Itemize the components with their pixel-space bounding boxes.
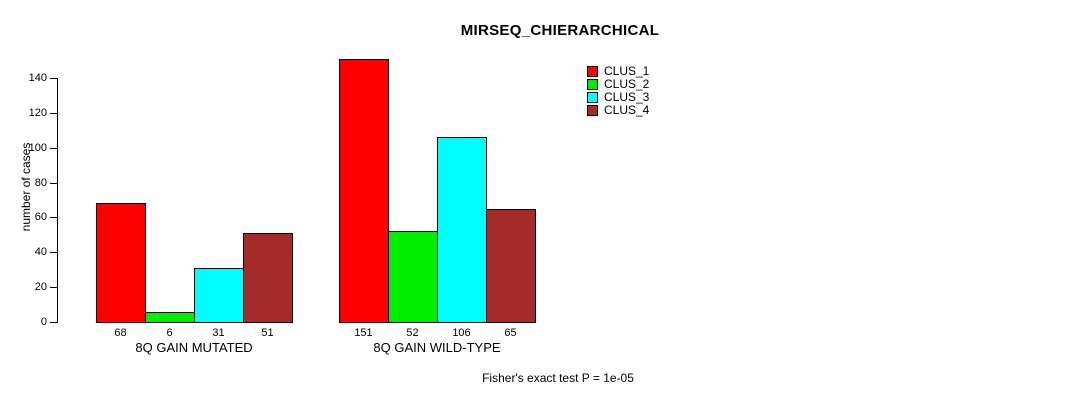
bar-value-label: 106 bbox=[452, 327, 471, 339]
bar bbox=[145, 312, 195, 323]
legend-label: CLUS_4 bbox=[604, 103, 650, 117]
legend-swatch bbox=[587, 92, 598, 103]
bar-value-label: 51 bbox=[261, 327, 274, 339]
x-group-label: 8Q GAIN MUTATED bbox=[135, 340, 253, 355]
y-tick bbox=[50, 217, 57, 218]
y-tick-label: 140 bbox=[28, 72, 47, 84]
bar-value-label: 31 bbox=[212, 327, 225, 339]
y-tick bbox=[50, 183, 57, 184]
y-tick bbox=[50, 252, 57, 253]
bar bbox=[486, 209, 536, 323]
y-tick-label: 20 bbox=[34, 281, 47, 293]
bar-value-label: 52 bbox=[406, 327, 419, 339]
bar bbox=[437, 137, 487, 323]
x-group-label: 8Q GAIN WILD-TYPE bbox=[373, 340, 501, 355]
bar bbox=[339, 59, 389, 323]
y-tick bbox=[50, 113, 57, 114]
bar bbox=[194, 268, 244, 323]
bar bbox=[243, 233, 293, 323]
y-tick-label: 100 bbox=[28, 142, 47, 154]
bar bbox=[96, 203, 146, 323]
legend-swatch bbox=[587, 105, 598, 116]
legend-label: CLUS_3 bbox=[604, 90, 650, 104]
chart-title: MIRSEQ_CHIERARCHICAL bbox=[460, 22, 660, 39]
y-axis-line bbox=[57, 78, 58, 323]
bar-value-label: 6 bbox=[166, 327, 173, 339]
y-tick-label: 0 bbox=[40, 316, 47, 328]
y-tick bbox=[50, 78, 57, 79]
y-tick-label: 60 bbox=[34, 211, 47, 223]
y-tick bbox=[50, 287, 57, 288]
y-tick-label: 80 bbox=[34, 177, 47, 189]
stat-test-annotation: Fisher's exact test P = 1e-05 bbox=[482, 371, 634, 385]
bar-value-label: 65 bbox=[504, 327, 517, 339]
legend-label: CLUS_1 bbox=[604, 64, 650, 78]
legend-swatch bbox=[587, 79, 598, 90]
bar-value-label: 68 bbox=[114, 327, 127, 339]
bar bbox=[388, 231, 438, 323]
legend-swatch bbox=[587, 66, 598, 77]
y-tick-label: 40 bbox=[34, 246, 47, 258]
y-tick bbox=[50, 322, 57, 323]
bar-value-label: 151 bbox=[354, 327, 373, 339]
y-tick bbox=[50, 148, 57, 149]
y-tick-label: 120 bbox=[28, 107, 47, 119]
legend-label: CLUS_2 bbox=[604, 77, 650, 91]
